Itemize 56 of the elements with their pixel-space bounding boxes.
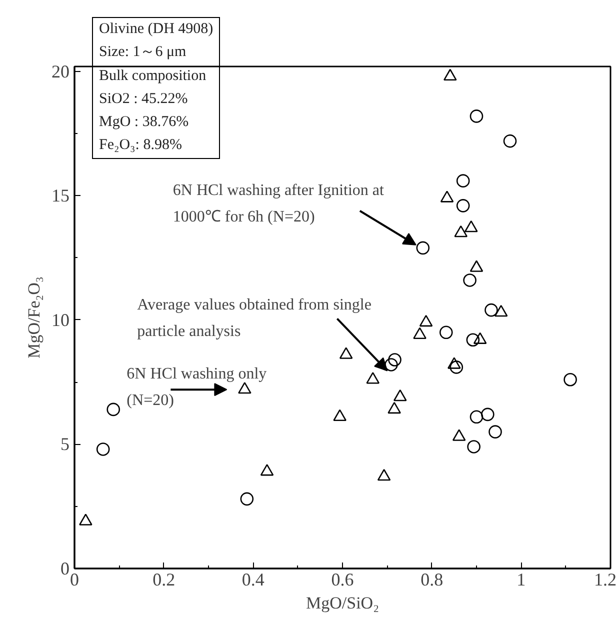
point (564, 372, 577, 386)
point (494, 304, 508, 317)
point (440, 190, 454, 202)
point (466, 333, 480, 347)
point (339, 347, 353, 359)
point (473, 332, 487, 344)
annotation: 6N HCl washing after Ignition at 1000℃ for 6h (N=20) (172, 182, 385, 226)
point (463, 274, 476, 287)
point (439, 326, 453, 340)
point (481, 408, 494, 422)
point (240, 492, 254, 506)
point (448, 357, 461, 369)
point (366, 372, 380, 384)
y-tick-label: 15 (52, 186, 70, 206)
point (456, 199, 470, 212)
point (470, 110, 484, 123)
point (96, 442, 110, 456)
point (333, 409, 346, 422)
point (454, 225, 468, 238)
point (79, 514, 92, 526)
annotation: Average values obtained from single particle analysis (137, 296, 372, 340)
point (377, 468, 391, 481)
point (384, 358, 398, 372)
point (503, 134, 517, 148)
y-axis-title: MgO/Fe₂O₃ (24, 276, 44, 358)
point (413, 327, 426, 340)
y-tick-label: 5 (60, 434, 70, 454)
x-tick-label: 0.4 (242, 570, 264, 590)
point (467, 440, 480, 454)
x-tick-label: 0.8 (420, 570, 444, 590)
y-tick-label: 20 (52, 61, 70, 82)
point (450, 360, 464, 374)
point (388, 353, 402, 366)
point (488, 425, 502, 438)
point (416, 241, 430, 255)
point (443, 68, 457, 81)
point (452, 429, 466, 441)
point (260, 464, 274, 476)
y-tick-label: 10 (52, 310, 70, 330)
annotation: Olivine (DH 4908) Size: 1～6 μm Bulk composition SiO2 : 45.22% MgO : 38.76% Fe₂O₃: 8.98% (99, 20, 214, 156)
point (470, 410, 484, 424)
x-tick-label: 1.2 (594, 570, 616, 590)
x-axis-title: MgO/SiO₂ (306, 594, 379, 612)
point (456, 174, 470, 188)
point (484, 303, 498, 317)
point (388, 402, 401, 414)
point (470, 260, 484, 272)
annotation: 6N HCl washing only (N=20) (126, 366, 267, 409)
point (238, 382, 252, 394)
x-tick-label: 1 (516, 570, 526, 590)
point (393, 389, 407, 402)
point (106, 402, 120, 416)
point (464, 220, 478, 232)
x-tick-label: 0.2 (152, 570, 176, 590)
x-tick-label: 0.6 (331, 570, 354, 590)
point (419, 314, 433, 327)
